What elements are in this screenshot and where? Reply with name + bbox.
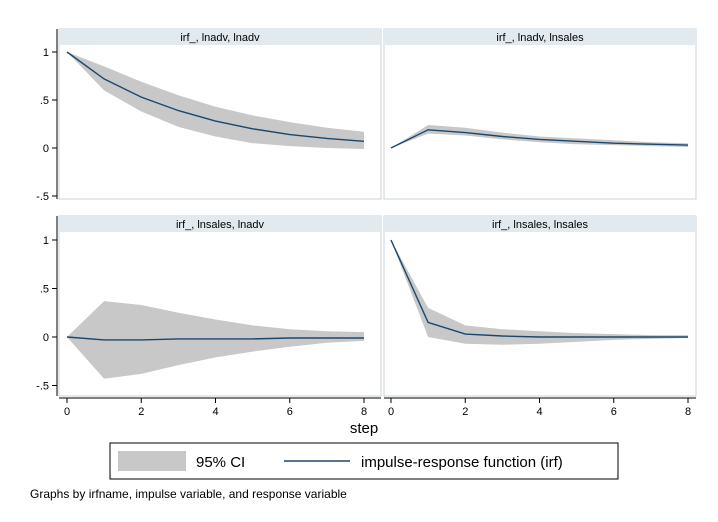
y-tick-label: -.5 [36,191,49,203]
panel-title-strip [384,216,696,232]
x-tick-label: 4 [212,406,218,418]
ci-band [391,125,688,148]
panel-title-strip [384,29,696,45]
panel-4: irf_, lnsales, lnsales [383,215,697,397]
panel-title: irf_, lnadv, lnsales [496,32,584,44]
x-tick-label: 0 [64,406,70,418]
legend-box [109,442,619,480]
panel-frame [383,28,697,200]
ci-band [67,52,364,149]
legend-ci-label: 95% CI [196,454,245,471]
irf-line [66,51,365,142]
x-tick-label: 2 [138,406,144,418]
panel-frame [383,215,697,397]
legend-ci-swatch [118,451,186,471]
irf-line [66,336,364,341]
y-tick-label: 0 [43,332,49,344]
y-tick-label: 1 [43,235,49,247]
panel-title-strip [59,216,381,232]
irf-line [390,129,689,149]
panel-2: irf_, lnadv, lnsales [383,28,697,200]
y-tick-label: -.5 [36,381,49,393]
x-tick-label: 4 [536,406,542,418]
x-tick-label: 6 [611,406,617,418]
panel-title-strip [59,29,381,45]
y-tick-label: 0 [43,143,49,155]
panel-title: irf_, lnadv, lnadv [180,32,260,44]
panel-3: irf_, lnsales, lnadv 1 .5 0 -.5 [36,215,382,397]
x-axis-1: 0 2 4 6 8 [59,397,381,418]
y-tick-label: .5 [40,95,49,107]
ci-band [67,301,364,379]
x-axis-title: step [350,420,378,437]
note-text: Graphs by irfname, impulse variable, and… [30,487,347,501]
y-axis: 1 .5 0 -.5 [36,216,58,396]
x-axis-2: 0 2 4 6 8 [384,397,696,418]
panel-title: irf_, lnsales, lnsales [492,219,588,231]
legend-irf-label: impulse-response function (irf) [361,454,563,471]
y-axis: 1 .5 0 -.5 [36,29,58,203]
x-axes-layer: 0 2 4 6 8 0 2 4 6 8 [59,397,696,418]
x-tick-label: 8 [685,406,691,418]
irf-line [390,239,688,338]
x-tick-label: 0 [388,406,394,418]
x-tick-label: 8 [361,406,367,418]
y-tick-label: .5 [40,284,49,296]
y-tick-label: 1 [43,47,49,59]
legend: 95% CI impulse-response function (irf) [109,442,619,480]
panel-1: irf_, lnadv, lnadv 1 .5 0 -.5 [36,28,382,203]
x-tick-label: 6 [287,406,293,418]
panel-title: irf_, lnsales, lnadv [176,219,265,231]
x-tick-label: 2 [462,406,468,418]
